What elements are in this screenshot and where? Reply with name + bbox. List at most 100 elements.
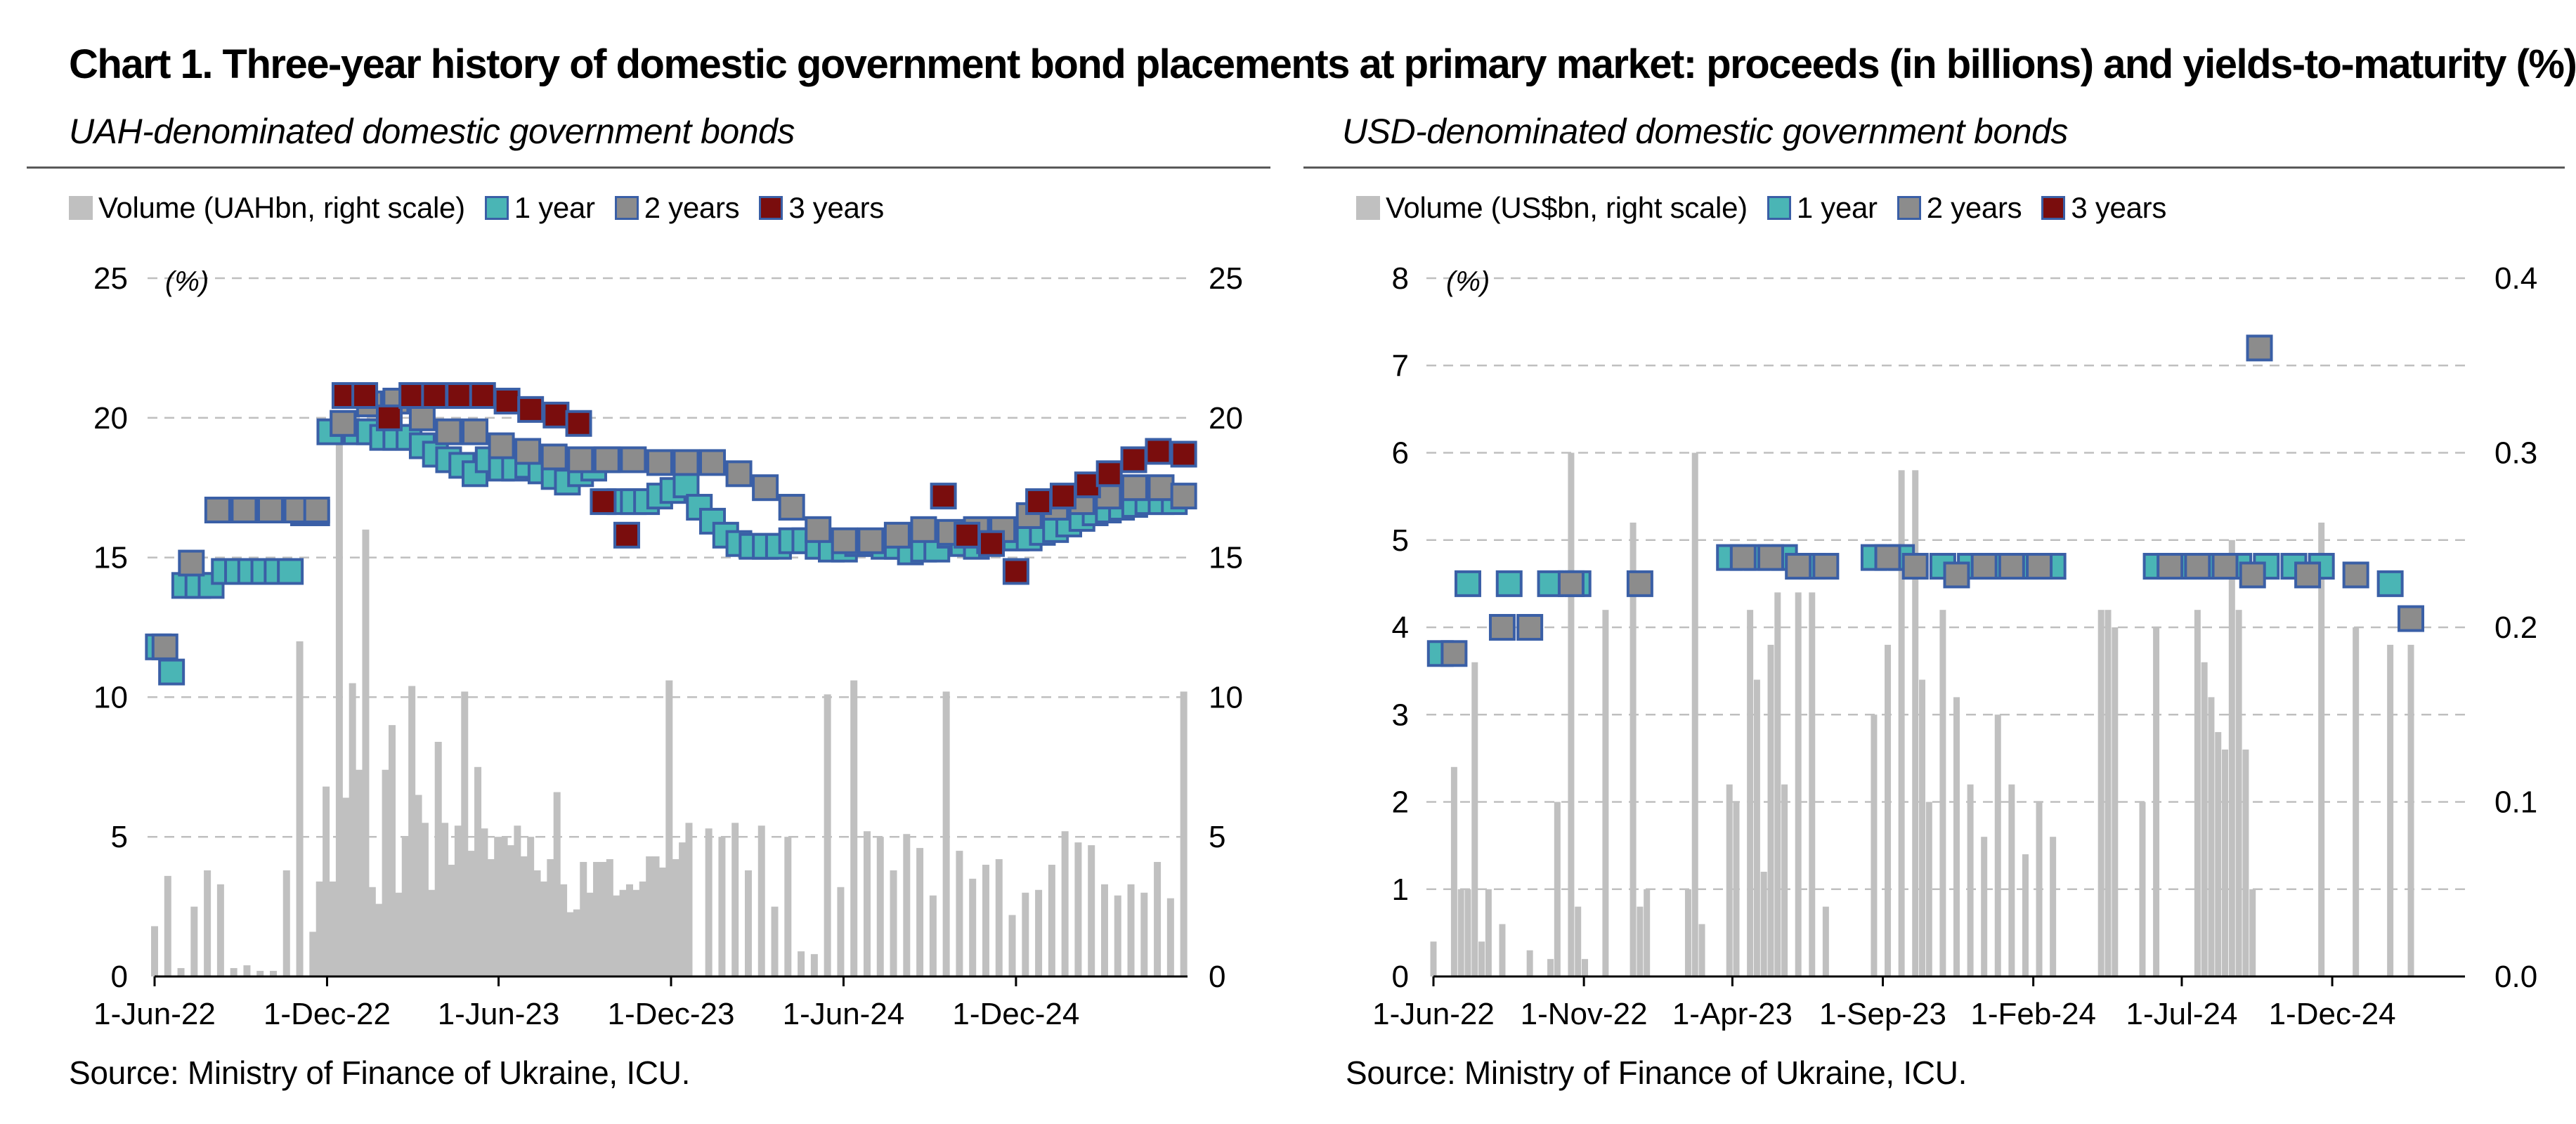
volume-bar xyxy=(824,694,831,976)
volume-bar xyxy=(428,889,436,976)
volume-bar xyxy=(441,823,449,976)
marker-2-years xyxy=(256,497,284,524)
volume-bar xyxy=(2235,610,2242,976)
volume-bar xyxy=(1698,924,1705,976)
volume-bar xyxy=(1035,889,1043,976)
volume-bar xyxy=(421,823,429,976)
volume-bar xyxy=(599,861,607,976)
volume-bar xyxy=(731,823,739,976)
y-left-tick-label: 8 xyxy=(1392,261,1409,296)
volume-bar xyxy=(876,837,884,976)
volume-bar xyxy=(1457,889,1464,976)
legend-volume-label: Volume (US$bn, right scale) xyxy=(1386,191,1748,224)
volume-bar xyxy=(1602,610,1609,976)
volume-bar xyxy=(646,856,653,976)
marker-2-years xyxy=(330,410,357,437)
marker-2-years xyxy=(514,438,542,465)
volume-bar xyxy=(593,861,601,976)
marker-2-years xyxy=(462,418,489,445)
y-right-tick-label: 0 xyxy=(1209,960,1225,994)
marker-2-years xyxy=(910,516,937,543)
y-left-tick-label: 6 xyxy=(1392,436,1409,471)
volume-bar xyxy=(1767,644,1774,976)
volume-bar xyxy=(798,951,805,976)
marker-2-years xyxy=(567,446,594,473)
volume-bar xyxy=(2318,522,2325,976)
y-right-tick-label: 0.3 xyxy=(2494,436,2537,471)
volume-bar xyxy=(1967,784,1974,976)
marker-2-years xyxy=(752,474,779,502)
legend-3-years-swatch xyxy=(759,196,783,220)
volume-bar xyxy=(837,887,845,976)
x-tick-label: 1-Jun-22 xyxy=(1372,997,1495,1031)
volume-bar xyxy=(1022,892,1029,976)
marker-3-years xyxy=(1049,483,1076,510)
volume-bar xyxy=(606,859,613,976)
volume-bar xyxy=(388,725,396,976)
x-tick-label: 1-Nov-22 xyxy=(1521,997,1648,1031)
volume-bar xyxy=(190,906,198,976)
volume-bar xyxy=(151,926,158,976)
marker-2-years xyxy=(2294,561,2322,589)
marker-2-years xyxy=(204,497,231,524)
marker-2-years xyxy=(857,527,885,554)
legend-2-years-swatch xyxy=(614,196,639,220)
marker-2-years xyxy=(488,432,515,459)
volume-bar xyxy=(903,834,911,976)
marker-2-years xyxy=(151,633,178,660)
volume-bar xyxy=(527,837,535,976)
marker-3-years xyxy=(1120,446,1147,473)
volume-bar xyxy=(448,864,455,976)
volume-bar xyxy=(1898,470,1905,976)
volume-bar xyxy=(323,786,330,976)
marker-2-years xyxy=(2246,334,2273,362)
volume-bar xyxy=(216,884,224,976)
volume-bar xyxy=(547,859,554,976)
volume-bar xyxy=(533,870,541,976)
volume-bar xyxy=(500,837,508,976)
volume-bar xyxy=(1637,906,1644,976)
y-left-tick-label: 1 xyxy=(1392,873,1409,907)
marker-2-years xyxy=(1557,570,1585,597)
volume-bar xyxy=(1554,802,1561,976)
legend-1-year-swatch xyxy=(1767,196,1791,220)
y-left-tick-label: 5 xyxy=(1392,523,1409,558)
volume-bar xyxy=(619,889,627,976)
marker-1-year xyxy=(2376,570,2404,597)
volume-bar xyxy=(1885,644,1892,976)
marker-2-years xyxy=(230,497,258,524)
marker-2-years xyxy=(646,449,673,476)
volume-bar xyxy=(461,691,469,976)
volume-bar xyxy=(2036,802,2043,976)
volume-bar xyxy=(2194,610,2201,976)
volume-bar xyxy=(580,861,587,976)
marker-2-years xyxy=(831,527,858,554)
legend-2-years-label: 2 years xyxy=(1926,191,2022,224)
right-panel-subtitle: USD-denominated domestic government bond… xyxy=(1342,112,2068,151)
volume-bar xyxy=(672,859,679,976)
marker-2-years xyxy=(1874,544,1901,571)
marker-3-years xyxy=(565,410,592,437)
x-tick-label: 1-Dec-23 xyxy=(608,997,735,1031)
y-left-tick-label: 7 xyxy=(1392,348,1409,383)
volume-bar xyxy=(1822,906,1829,976)
volume-bar xyxy=(1629,522,1637,976)
legend-volume-swatch xyxy=(1356,196,1380,220)
volume-bar xyxy=(474,766,482,976)
marker-3-years xyxy=(613,521,640,549)
volume-bar xyxy=(1499,924,1506,976)
y-right-tick-label: 10 xyxy=(1209,680,1243,714)
marker-2-years xyxy=(593,446,620,473)
volume-bar xyxy=(494,837,502,976)
volume-bar xyxy=(230,968,238,976)
volume-bar xyxy=(1760,871,1767,976)
left-panel-subtitle: UAH-denominated domestic government bond… xyxy=(69,112,795,151)
volume-bar xyxy=(356,769,363,976)
volume-bar xyxy=(1809,592,1816,976)
volume-bar xyxy=(1430,941,1437,976)
marker-2-years xyxy=(1170,483,1197,510)
y-left-tick-label: 20 xyxy=(93,401,128,436)
x-tick-label: 1-Sep-23 xyxy=(1819,997,1946,1031)
volume-bar xyxy=(771,906,779,976)
left-legend: Volume (UAHbn, right scale) 1 year 2 yea… xyxy=(69,188,904,228)
